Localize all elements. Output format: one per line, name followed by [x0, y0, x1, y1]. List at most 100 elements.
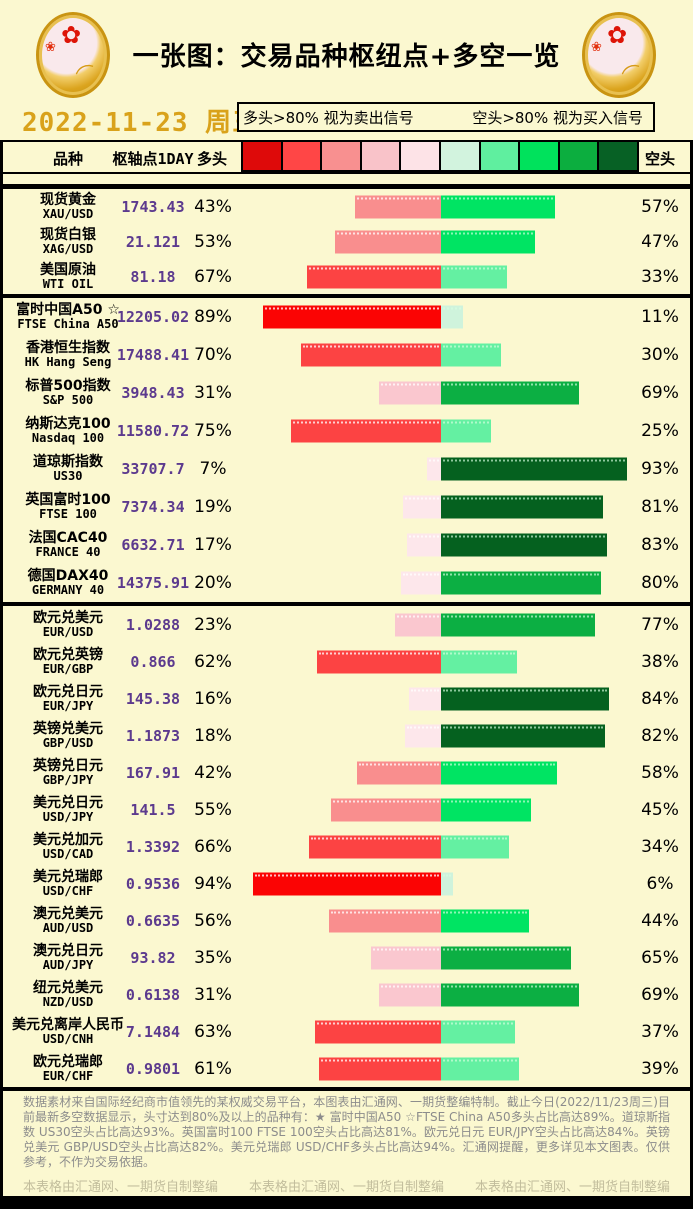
section-separator: [3, 602, 690, 606]
short-percent: 45%: [641, 799, 679, 820]
instrument-name-cn: 德国DAX40: [27, 568, 109, 585]
legend-swatch: [320, 142, 360, 170]
short-bar: [441, 798, 531, 821]
pivot-value: 6632.71: [121, 536, 185, 554]
long-percent: 31%: [194, 984, 232, 1005]
short-percent: 34%: [641, 836, 679, 857]
short-bar: [441, 613, 595, 636]
short-bar: [441, 195, 555, 218]
short-bar: [441, 1057, 519, 1080]
watermark-text: 本表格由汇通网、一期货自制整编: [248, 1180, 444, 1195]
legend-swatch: [438, 142, 479, 170]
instrument-row: 欧元兑英镑 EUR/GBP 0.866 62% 38%: [3, 643, 690, 680]
short-signal-label: 空头>80% 视为买入信号: [472, 108, 643, 127]
pivot-value: 0.6635: [125, 911, 181, 930]
section-indices: 富时中国A50 ☆ FTSE China A50 12205.02 89% 11…: [3, 298, 690, 602]
long-percent: 18%: [194, 725, 232, 746]
short-bar: [441, 761, 557, 784]
long-percent: 7%: [199, 459, 227, 479]
instrument-name-cn: 英镑兑美元: [33, 720, 103, 737]
instrument-name-en: US30: [53, 469, 83, 484]
instrument-name-cn: 美元兑瑞郎: [33, 868, 103, 885]
pivot-value: 7374.34: [121, 498, 185, 516]
instrument-name: 美国原油 WTI OIL: [5, 262, 131, 292]
short-percent: 69%: [641, 984, 679, 1005]
short-bar: [441, 381, 579, 405]
short-percent: 82%: [641, 725, 679, 746]
instrument-name: 美元兑离岸人民币 USD/CNH: [5, 1017, 131, 1047]
column-header-row: 品种 枢轴点1DAY 多头 空头: [3, 140, 690, 174]
long-bar: [317, 650, 441, 673]
long-percent: 56%: [194, 910, 232, 931]
instrument-name: 英镑兑日元 GBP/JPY: [5, 758, 131, 788]
instrument-name-en: GERMANY 40: [31, 583, 105, 598]
instrument-name-en: FRANCE 40: [35, 545, 101, 560]
pivot-value: 1.0288: [125, 615, 181, 634]
instrument-row: 现货白银 XAG/USD 21.121 53% 47%: [3, 224, 690, 259]
gold-coin-icon-left: ✿ ❀ ⌒: [36, 12, 110, 98]
long-bar: [319, 1057, 441, 1080]
instrument-name: 美元兑加元 USD/CAD: [5, 832, 131, 862]
instrument-row: 澳元兑日元 AUD/JPY 93.82 35% 65%: [3, 939, 690, 976]
long-percent: 61%: [194, 1058, 232, 1079]
header-gap: [3, 174, 690, 184]
long-percent: 66%: [194, 836, 232, 857]
instrument-name-cn: 欧元兑瑞郎: [33, 1053, 103, 1070]
instrument-row: 纳斯达克100 Nasdaq 100 11580.72 75% 25%: [3, 412, 690, 450]
pivot-value: 3948.43: [121, 384, 185, 402]
pivot-value: 141.5: [130, 800, 176, 819]
instrument-row: 纽元兑美元 NZD/USD 0.6138 31% 69%: [3, 976, 690, 1013]
long-bar: [307, 265, 441, 288]
long-percent: 53%: [194, 231, 232, 252]
instrument-row: 英镑兑美元 GBP/USD 1.1873 18% 82%: [3, 717, 690, 754]
watermark-text: 本表格由汇通网、一期货自制整编: [23, 1180, 219, 1195]
gold-branch-icon: ⌒: [618, 59, 648, 91]
legend-swatch: [243, 142, 281, 170]
instrument-row: 美元兑日元 USD/JPY 141.5 55% 45%: [3, 791, 690, 828]
long-bar: [405, 724, 441, 747]
instrument-name-cn: 美元兑加元: [33, 831, 103, 848]
col-header-short: 空头: [644, 150, 675, 168]
long-bar: [427, 457, 441, 481]
instrument-name: 德国DAX40 GERMANY 40: [5, 568, 131, 598]
short-percent: 47%: [641, 231, 679, 252]
long-percent: 42%: [194, 762, 232, 783]
instrument-name-en: USD/CAD: [42, 846, 94, 861]
instrument-row: 道琼斯指数 US30 33707.7 7% 93%: [3, 450, 690, 488]
instrument-name: 香港恒生指数 HK Hang Seng: [5, 340, 131, 370]
pivot-value: 17488.41: [116, 346, 190, 364]
section-forex: 欧元兑美元 EUR/USD 1.0288 23% 77% 欧元兑英镑 EUR/G…: [3, 606, 690, 1087]
footer: 数据素材来自国际经纪商市值领先的某权威交易平台，本图表由汇通网、一期货整编特制。…: [3, 1091, 690, 1196]
pivot-value: 0.6138: [125, 985, 181, 1004]
short-bar: [441, 533, 607, 557]
instrument-name-cn: 现货白银: [40, 226, 96, 243]
instrument-name-cn: 美元兑离岸人民币: [12, 1016, 124, 1033]
instrument-name: 纽元兑美元 NZD/USD: [5, 980, 131, 1010]
col-header-instrument: 品种: [52, 150, 83, 168]
long-percent: 19%: [194, 497, 232, 517]
instrument-name-en: WTI OIL: [42, 276, 94, 291]
instrument-name-cn: 纽元兑美元: [33, 979, 103, 996]
short-percent: 81%: [641, 497, 679, 517]
instrument-name-en: XAU/USD: [42, 206, 94, 221]
pivot-value: 1.1873: [125, 726, 181, 745]
short-bar: [441, 983, 579, 1006]
short-bar: [441, 457, 627, 481]
instrument-name-en: USD/CHF: [42, 883, 94, 898]
report-date: 2022-11-23 周三: [22, 108, 260, 138]
instrument-row: 英镑兑日元 GBP/JPY 167.91 42% 58%: [3, 754, 690, 791]
instrument-name-en: EUR/JPY: [42, 698, 94, 713]
long-bar: [409, 687, 441, 710]
date-legend-row: 2022-11-23 周三 多头>80% 视为卖出信号 空头>80% 视为买入信…: [0, 100, 693, 140]
short-percent: 84%: [641, 688, 679, 709]
long-percent: 75%: [194, 421, 232, 441]
instrument-name-en: AUD/JPY: [42, 957, 94, 972]
page-title: 一张图：交易品种枢纽点+多空一览: [132, 42, 561, 72]
legend-swatch: [280, 142, 321, 170]
instrument-name-en: GBP/USD: [42, 735, 94, 750]
instrument-name: 澳元兑日元 AUD/JPY: [5, 943, 131, 973]
long-bar: [407, 533, 441, 557]
short-percent: 57%: [641, 196, 679, 217]
instrument-name-en: USD/CNH: [42, 1031, 94, 1046]
instrument-name: 英镑兑美元 GBP/USD: [5, 721, 131, 751]
